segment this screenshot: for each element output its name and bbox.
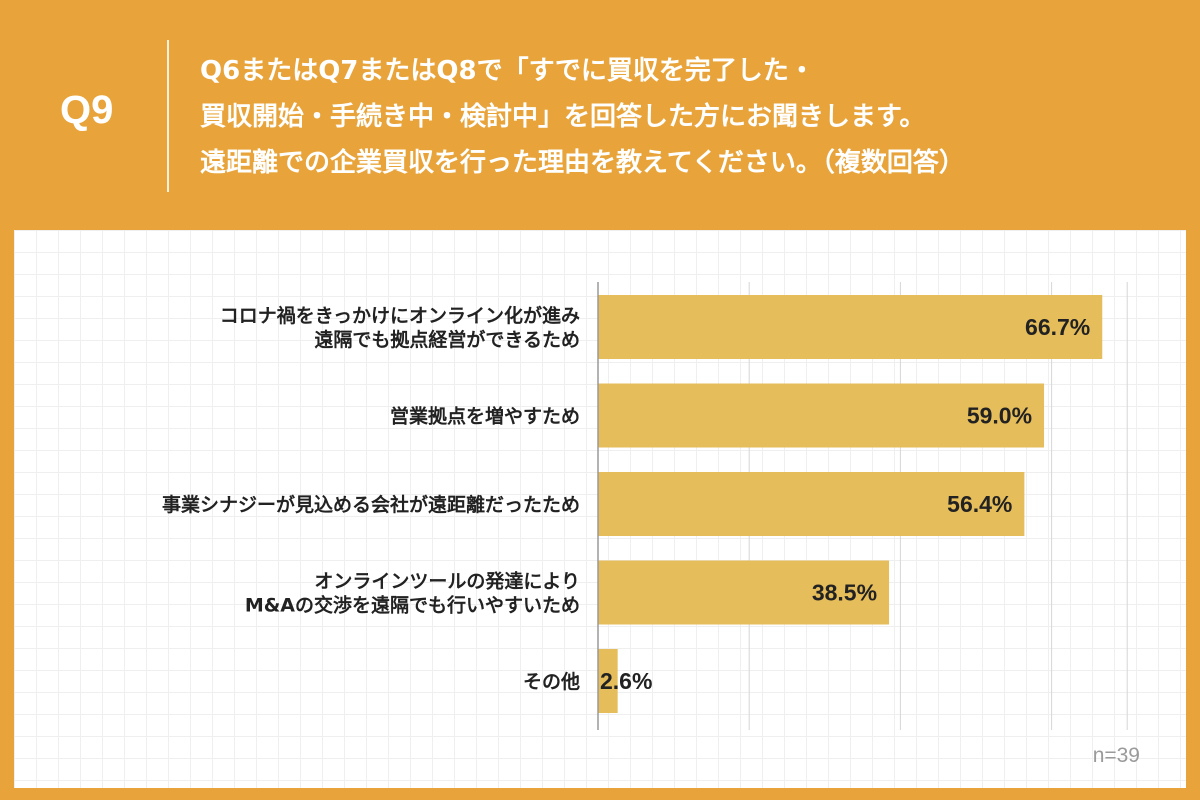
bar: [598, 295, 1103, 359]
bar-chart: コロナ禍をきっかけにオンライン化が進み遠隔でも拠点経営ができるため営業拠点を増や…: [162, 282, 1128, 730]
sample-size-note: n=39: [1092, 744, 1140, 767]
category-label: オンラインツールの発達により: [314, 570, 580, 593]
value-label: 38.5%: [812, 580, 877, 606]
bar: [598, 472, 1025, 536]
question-text: Q6またはQ7またはQ8で「すでに買収を完了した・ 買収開始・手続き中・検討中」…: [200, 48, 1180, 186]
question-number: Q9: [60, 88, 114, 132]
category-label: 事業シナジーが見込める会社が遠距離だったため: [162, 493, 580, 516]
question-line: 買収開始・手続き中・検討中」を回答した方にお聞きします。: [200, 102, 926, 132]
bar: [598, 560, 890, 625]
value-label: 2.6%: [600, 668, 652, 694]
bar: [598, 383, 1045, 448]
value-label: 56.4%: [947, 491, 1012, 517]
question-line: 遠距離での企業買収を行った理由を教えてください。（複数回答）: [200, 148, 965, 178]
chart-panel: コロナ禍をきっかけにオンライン化が進み 遠隔でも拠点経営ができるため営業拠点を増や…: [14, 230, 1186, 788]
question-header: Q9 Q6またはQ7またはQ8で「すでに買収を完了した・ 買収開始・手続き中・検…: [0, 0, 1200, 230]
value-label: 59.0%: [967, 403, 1032, 429]
category-label: 遠隔でも拠点経営ができるため: [314, 328, 580, 351]
question-line: Q6またはQ7またはQ8で「すでに買収を完了した・: [200, 56, 815, 86]
category-label: M&Aの交渉を遠隔でも行いやすいため: [245, 594, 580, 617]
category-label: 営業拠点を増やすため: [390, 405, 580, 428]
category-label: コロナ禍をきっかけにオンライン化が進み: [220, 304, 580, 327]
bar: [598, 649, 618, 713]
category-label: その他: [523, 670, 580, 693]
value-label: 66.7%: [1025, 314, 1090, 340]
header-divider: [167, 40, 169, 192]
